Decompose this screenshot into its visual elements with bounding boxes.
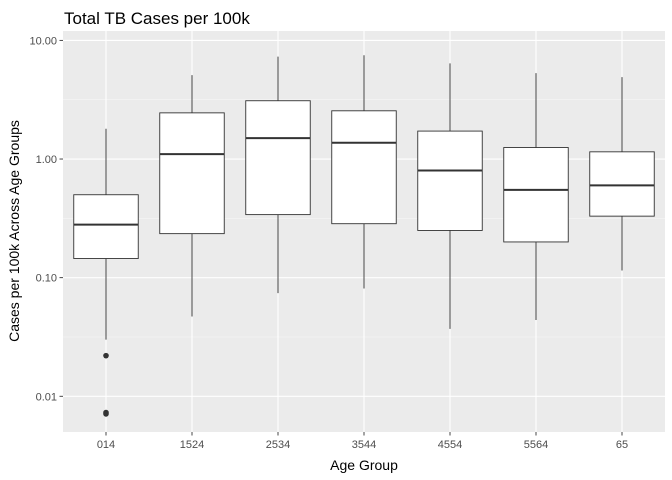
x-tick-label: 2534 [266, 439, 290, 451]
box-3544 [331, 55, 397, 289]
box-iqr [503, 147, 569, 243]
box-65 [589, 77, 655, 271]
box-series [73, 55, 655, 417]
x-tick-label: 5564 [524, 439, 548, 451]
y-tick-label: 0.01 [36, 391, 57, 403]
x-axis-title: Age Group [330, 457, 398, 473]
box-1524 [159, 75, 225, 317]
box-iqr [331, 110, 397, 225]
x-tick-label: 3544 [352, 439, 376, 451]
y-tick-label: 10.00 [29, 35, 57, 47]
box-iqr [73, 194, 139, 259]
outlier-point [103, 411, 109, 417]
box-iqr [159, 112, 225, 235]
box-014 [73, 128, 139, 417]
box-iqr [417, 130, 483, 231]
x-tick-label: 014 [97, 439, 115, 451]
box-2534 [245, 56, 311, 294]
box-4554 [417, 63, 483, 329]
y-tick-label: 1.00 [36, 154, 57, 166]
chart-title: Total TB Cases per 100k [64, 9, 250, 28]
y-tick-label: 0.10 [36, 273, 57, 285]
y-axis-title: Cases per 100k Across Age Groups [6, 120, 22, 342]
y-axis: 0.01 0.10 1.00 10.00 [29, 35, 63, 403]
box-iqr [589, 151, 655, 217]
x-axis: 014 1524 2534 3544 4554 5564 65 [97, 432, 628, 451]
x-tick-label: 1524 [180, 439, 204, 451]
box-5564 [503, 73, 569, 320]
box-iqr [245, 100, 311, 216]
x-tick-label: 4554 [438, 439, 462, 451]
x-tick-label: 65 [616, 439, 628, 451]
outlier-point [103, 352, 109, 359]
